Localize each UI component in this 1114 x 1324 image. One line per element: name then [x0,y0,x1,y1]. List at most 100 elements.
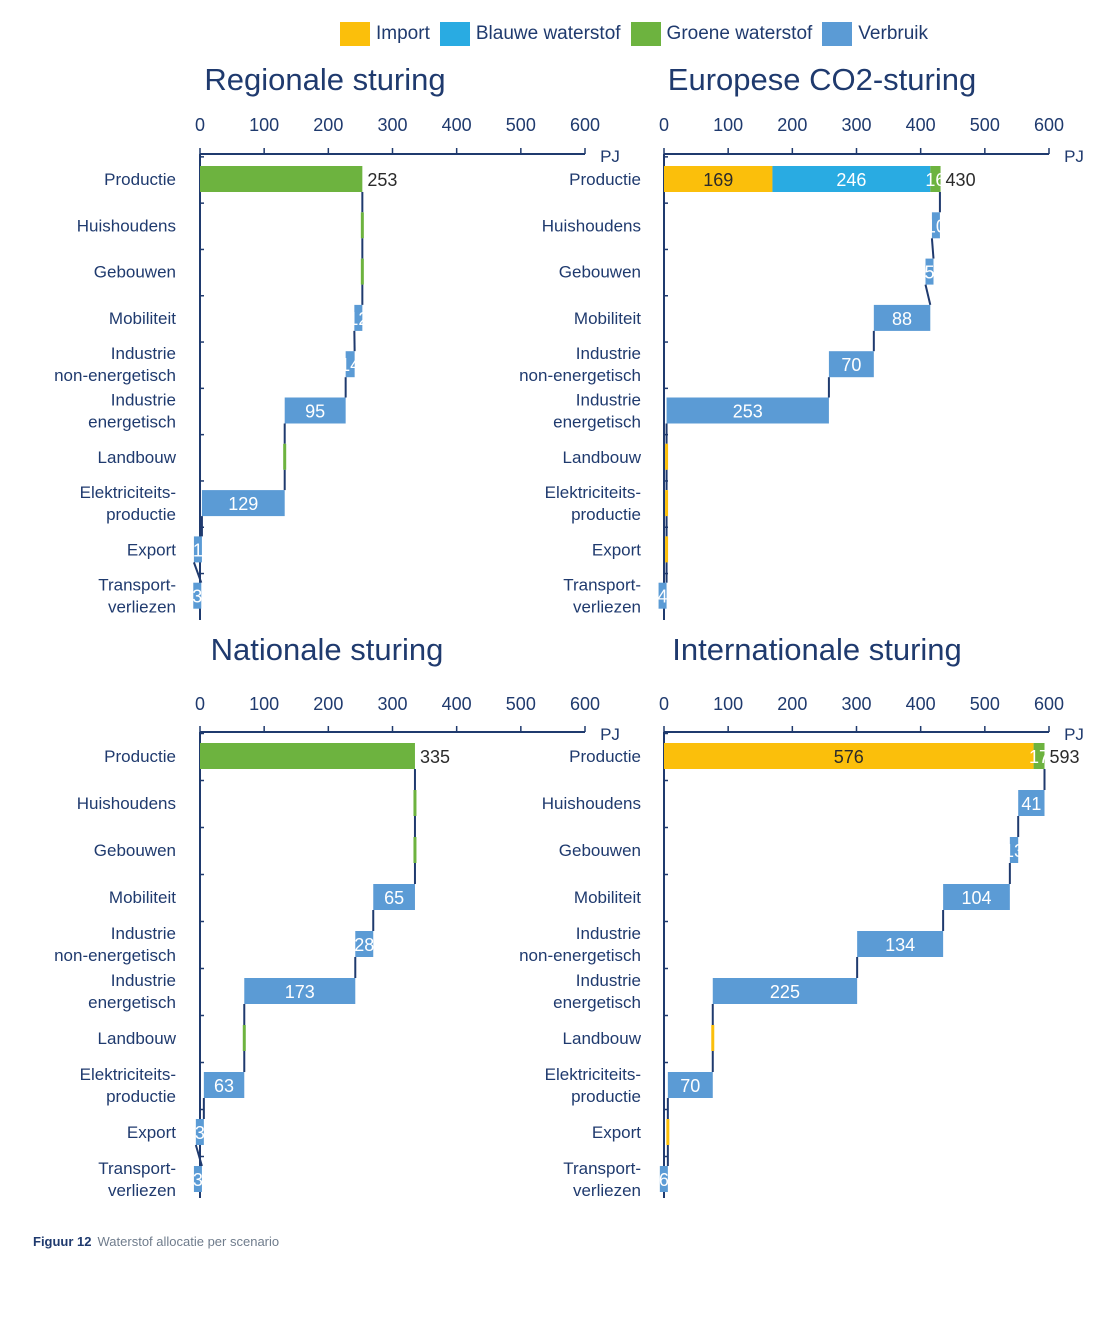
chart-4-category-label-industrie-2: energetisch [553,993,641,1012]
legend-label-verbruik: Verbruik [858,23,928,44]
chart-1-total-label-productie: 253 [367,170,397,190]
chart-3-bar-label-transport: 3 [193,1170,203,1190]
chart-1-category-label-industrie-1: Industrie [111,344,176,363]
chart-3-category-label-industrie-2: energetisch [88,993,176,1012]
chart-2-connector-mobiliteit [924,284,932,306]
chart-1-x-tick-label-200: 200 [313,115,343,135]
chart-4-category-label-huishoudens: Huishoudens [542,794,641,813]
chart-4-category-label-elektriciteits-1: Elektriciteits- [545,1065,641,1084]
chart-2-bar-label-transport: 4 [658,587,668,607]
chart-4-category-label-gebouwen: Gebouwen [559,841,641,860]
chart-3-category-label-transport-1: Transport- [98,1159,176,1178]
chart-4-bar-industrie [857,931,944,957]
chart-4-bar-elektriciteits [667,1072,713,1098]
chart-2-category-label-mobiliteit: Mobiliteit [574,309,641,328]
chart-1-bar-landbouw [283,443,287,470]
legend-item-blauwe-waterstof: Blauwe waterstof [439,22,621,46]
legend-swatch-import [340,22,370,46]
chart-3-bar-label-industrie: 28 [354,935,374,955]
chart-2-category-label-transport-2: verliezen [573,598,641,617]
chart-2-bar-productie-groene-waterstof [930,166,941,192]
chart-3-x-tick-label-500: 500 [506,694,536,714]
figure-caption-text: Waterstof allocatie per scenario [97,1234,280,1249]
chart-2-category-label-elektriciteits-1: Elektriciteits- [545,483,641,502]
chart-1-x-tick-label-300: 300 [377,115,407,135]
chart-2-bar-industrie [666,397,829,424]
chart-1-x-tick-label-500: 500 [506,115,536,135]
chart-4-bar-label-industrie: 225 [770,982,800,1002]
chart-2-bar-transport [658,582,667,609]
chart-1-bar-label-export: 1 [193,540,203,560]
chart-1-category-label-gebouwen: Gebouwen [94,263,176,282]
chart-1-category-label-transport-1: Transport- [98,576,176,595]
chart-1-bar-gebouwen [360,258,364,285]
chart-4-x-tick-label-600: 600 [1034,694,1064,714]
chart-4-category-label-industrie-1: Industrie [576,971,641,990]
chart-3-category-label-elektriciteits-1: Elektriciteits- [80,1065,176,1084]
chart-3-category-label-landbouw: Landbouw [98,1029,177,1048]
chart-4-category-label-transport-2: verliezen [573,1181,641,1200]
chart-3-bar-industrie [355,931,374,957]
chart-1-bar-elektriciteits [201,490,285,517]
chart-3-unit-label: PJ [600,725,620,744]
chart-3-category-label-industrie-1: Industrie [111,971,176,990]
chart-4-bar-label-gebouwen: 13 [1004,841,1024,861]
chart-2-bar-label-productie-import: 169 [703,170,733,190]
chart-1-category-label-elektriciteits-1: Elektriciteits- [80,483,176,502]
chart-4-bar-label-productie-import: 576 [834,747,864,767]
legend: Import Blauwe waterstof Groene waterstof… [340,20,938,48]
chart-1-bar-mobiliteit [354,304,363,331]
chart-3-category-label-productie: Productie [104,747,176,766]
chart-2-bar-label-gebouwen: 5 [924,263,934,283]
chart-4-bar-productie-import [664,743,1034,769]
chart-2-category-label-industrie-2: energetisch [553,413,641,432]
chart-4-bar-industrie [712,978,858,1004]
chart-3-bar-gebouwen [413,837,417,863]
chart-2-unit-label: PJ [1064,147,1084,166]
chart-4-bar-label-huishoudens: 41 [1021,794,1041,814]
figure-caption-label: Figuur 12 [33,1234,92,1249]
chart-4-category-label-export: Export [592,1123,641,1142]
chart-3-x-tick-label-300: 300 [377,694,407,714]
chart-3-bar-label-export: 3 [195,1123,205,1143]
chart-2-bar-label-huishoudens: 10 [926,216,946,236]
chart-3-bar-label-elektriciteits: 63 [214,1076,234,1096]
chart-3-category-label-gebouwen: Gebouwen [94,841,176,860]
chart-2-bar-label-industrie: 253 [733,402,763,422]
chart-3-bar-label-industrie: 173 [285,982,315,1002]
chart-3-title: Nationale sturing [211,632,444,667]
chart-3-category-label-export: Export [127,1123,176,1142]
chart-2-x-tick-label-500: 500 [970,115,1000,135]
chart-2-category-label-elektriciteits-2: productie [571,505,641,524]
chart-3-bar-elektriciteits [203,1072,245,1098]
chart-3-bar-industrie [244,978,356,1004]
chart-4-bar-transport [659,1166,668,1192]
chart-2-bar-productie-blauwe-waterstof [772,166,931,192]
chart-1-connector-transport [192,562,203,584]
chart-2-category-label-export: Export [592,540,641,559]
chart-3-category-label-mobiliteit: Mobiliteit [109,888,176,907]
chart-4-category-label-industrie-2: non-energetisch [519,946,641,965]
chart-4-category-label-elektriciteits-2: productie [571,1087,641,1106]
chart-1-category-label-export: Export [127,540,176,559]
chart-4-total-label-productie: 593 [1050,747,1080,767]
chart-3-category-label-transport-2: verliezen [108,1181,176,1200]
chart-4-unit-label: PJ [1064,725,1084,744]
chart-4-x-tick-label-300: 300 [841,694,871,714]
chart-3-category-label-huishoudens: Huishoudens [77,794,176,813]
chart-1-bar-label-industrie: 14 [340,355,360,375]
chart-2-bar-mobiliteit [873,304,931,331]
chart-1-bar-transport [193,582,202,609]
chart-3-bar-export [195,1119,204,1145]
legend-item-groene-waterstof: Groene waterstof [630,22,812,46]
chart-3-bar-huishoudens [413,790,417,816]
chart-1-bar-industrie [345,351,355,378]
chart-4-bar-label-productie-groene-waterstof: 17 [1029,747,1049,767]
chart-1-category-label-industrie-2: non-energetisch [54,366,176,385]
chart-1-x-tick-label-600: 600 [570,115,600,135]
legend-item-import: Import [340,22,430,46]
chart-3-bar-transport [193,1166,202,1192]
chart-2-category-label-industrie-1: Industrie [576,391,641,410]
chart-3-x-tick-label-600: 600 [570,694,600,714]
chart-3-bar-productie-groene-waterstof [200,743,415,769]
